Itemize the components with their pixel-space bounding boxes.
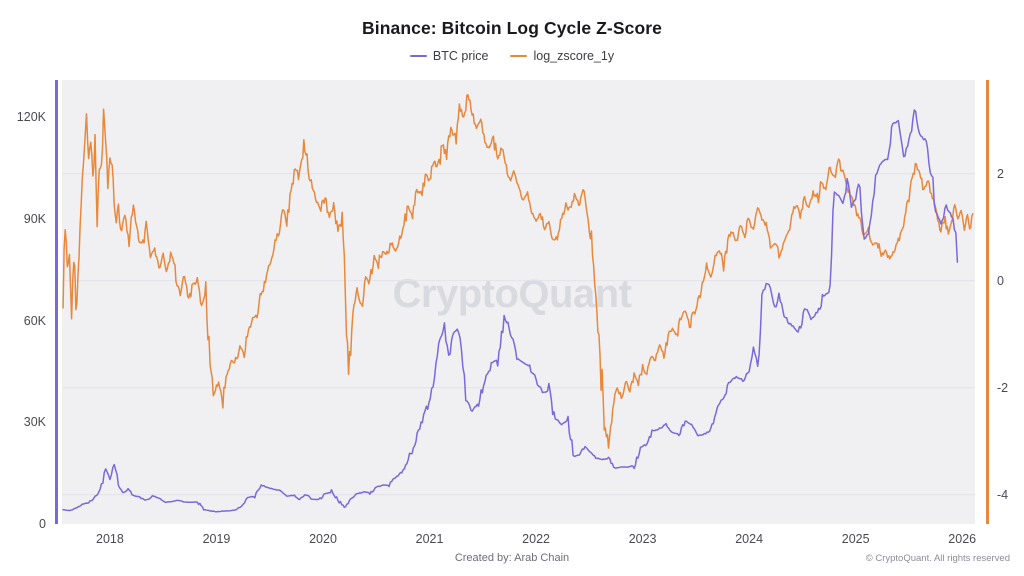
gridlines: [62, 173, 975, 496]
y-axis-right-tick: 0: [997, 273, 1004, 288]
x-axis-tick: 2025: [841, 532, 870, 546]
legend-item-btc-price[interactable]: BTC price: [409, 49, 489, 63]
line-swatch-icon: [510, 54, 528, 58]
y-axis-left-tick: 120K: [16, 110, 46, 125]
y-axis-left-tick: 0: [39, 517, 46, 531]
chart-title: Binance: Bitcoin Log Cycle Z-Score: [362, 18, 662, 38]
y-axis-left-tick: 60K: [23, 313, 46, 328]
y-axis-right-line: [986, 80, 989, 524]
x-axis-tick: 2024: [735, 532, 764, 546]
y-axis-left-line: [55, 80, 58, 524]
y-axis-left-tick: 90K: [23, 211, 46, 226]
x-axis-tick: 2018: [96, 532, 124, 546]
line-swatch-icon: [409, 54, 427, 58]
series-line-btc-price: [62, 109, 959, 513]
series-layer: [62, 93, 975, 513]
legend-item-log-zscore[interactable]: log_zscore_1y: [510, 49, 614, 63]
chart-legend: BTC price log_zscore_1y: [0, 49, 1024, 63]
y-axis-right-tick: -4: [997, 487, 1009, 502]
series-line-log-zscore: [62, 93, 974, 449]
x-axis-tick: 2022: [522, 532, 550, 546]
legend-label-btc-price: BTC price: [432, 49, 489, 63]
x-axis-tick: 2019: [202, 532, 231, 546]
plot-area: [62, 80, 975, 524]
x-axis-tick: 2020: [309, 532, 337, 546]
x-axis-tick: 2021: [415, 532, 444, 546]
x-axis-tick: 2026: [948, 532, 977, 546]
footer-credit: Created by: Arab Chain: [454, 552, 570, 564]
legend-label-log-zscore: log_zscore_1y: [533, 49, 615, 63]
footer-rights: © CryptoQuant. All rights reserved: [865, 553, 1010, 564]
x-axis-tick: 2023: [628, 532, 657, 546]
y-axis-right-tick: -2: [997, 380, 1009, 395]
y-axis-right-tick: 2: [997, 166, 1004, 181]
y-axis-left-tick: 30K: [23, 415, 46, 430]
